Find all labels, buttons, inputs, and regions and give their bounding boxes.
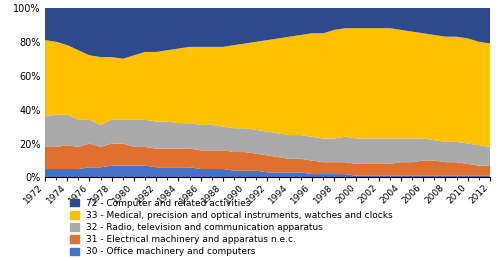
Legend: 72 - Computer and related activities, 33 - Medical, precision and optical instru: 72 - Computer and related activities, 33… xyxy=(70,199,392,257)
